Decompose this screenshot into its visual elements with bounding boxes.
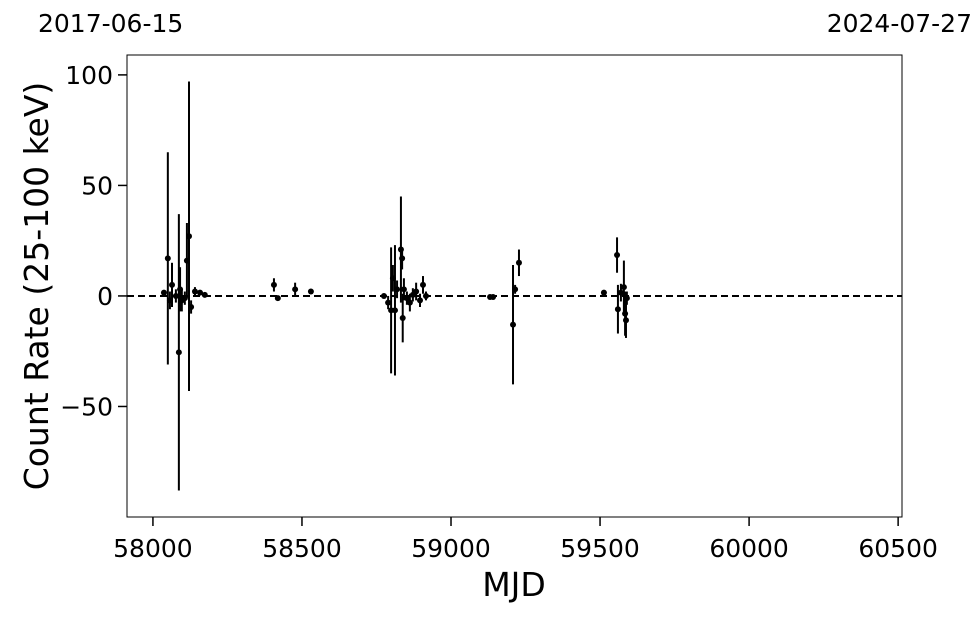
data-point xyxy=(160,289,167,296)
data-point xyxy=(623,295,630,302)
y-axis-label: Count Rate (25-100 keV) xyxy=(17,82,56,491)
end-date: 2024-07-27 xyxy=(827,9,972,38)
data-point xyxy=(399,315,406,322)
y-tick-label: 50 xyxy=(81,171,113,200)
data-point xyxy=(201,291,208,298)
data-point xyxy=(413,288,420,295)
x-tick-label: 58500 xyxy=(262,534,342,563)
data-point xyxy=(614,252,621,259)
y-tick-label: −50 xyxy=(60,392,113,421)
plot-frame xyxy=(126,54,903,518)
data-point xyxy=(175,349,182,356)
data-point xyxy=(620,284,627,291)
data-point xyxy=(600,289,607,296)
data-point xyxy=(380,292,387,299)
data-point xyxy=(515,259,522,266)
data-point xyxy=(512,286,519,293)
data-point xyxy=(172,292,179,299)
data-point xyxy=(417,297,424,304)
x-tick-label: 58000 xyxy=(113,534,193,563)
data-point xyxy=(419,281,426,288)
y-tick-label: 100 xyxy=(65,61,113,90)
x-tick-label: 60000 xyxy=(709,534,789,563)
data-point xyxy=(617,289,624,296)
data-point xyxy=(197,289,204,296)
x-axis-label: MJD xyxy=(482,565,546,604)
data-point xyxy=(403,295,410,302)
data-point xyxy=(191,288,198,295)
x-tick-label: 59000 xyxy=(411,534,491,563)
data-point xyxy=(400,286,407,293)
y-tick-label: 0 xyxy=(97,282,113,311)
data-point xyxy=(614,306,621,313)
data-point xyxy=(510,321,517,328)
data-point xyxy=(270,281,277,288)
data-point xyxy=(188,304,195,310)
data-point xyxy=(186,233,192,240)
data-point xyxy=(394,286,401,293)
x-tick-label: 59500 xyxy=(560,534,640,563)
data-point xyxy=(391,307,398,314)
data-point xyxy=(622,317,629,324)
data-point xyxy=(490,294,497,301)
data-point xyxy=(274,295,281,302)
data-point xyxy=(292,286,299,293)
data-point xyxy=(169,281,176,288)
data-point xyxy=(164,255,171,262)
data-point xyxy=(399,255,406,262)
data-point xyxy=(307,288,314,295)
data-point xyxy=(385,299,392,306)
x-tick-label: 60500 xyxy=(858,534,938,563)
data-point xyxy=(422,292,429,299)
data-point xyxy=(406,299,413,306)
start-date: 2017-06-15 xyxy=(38,9,183,38)
